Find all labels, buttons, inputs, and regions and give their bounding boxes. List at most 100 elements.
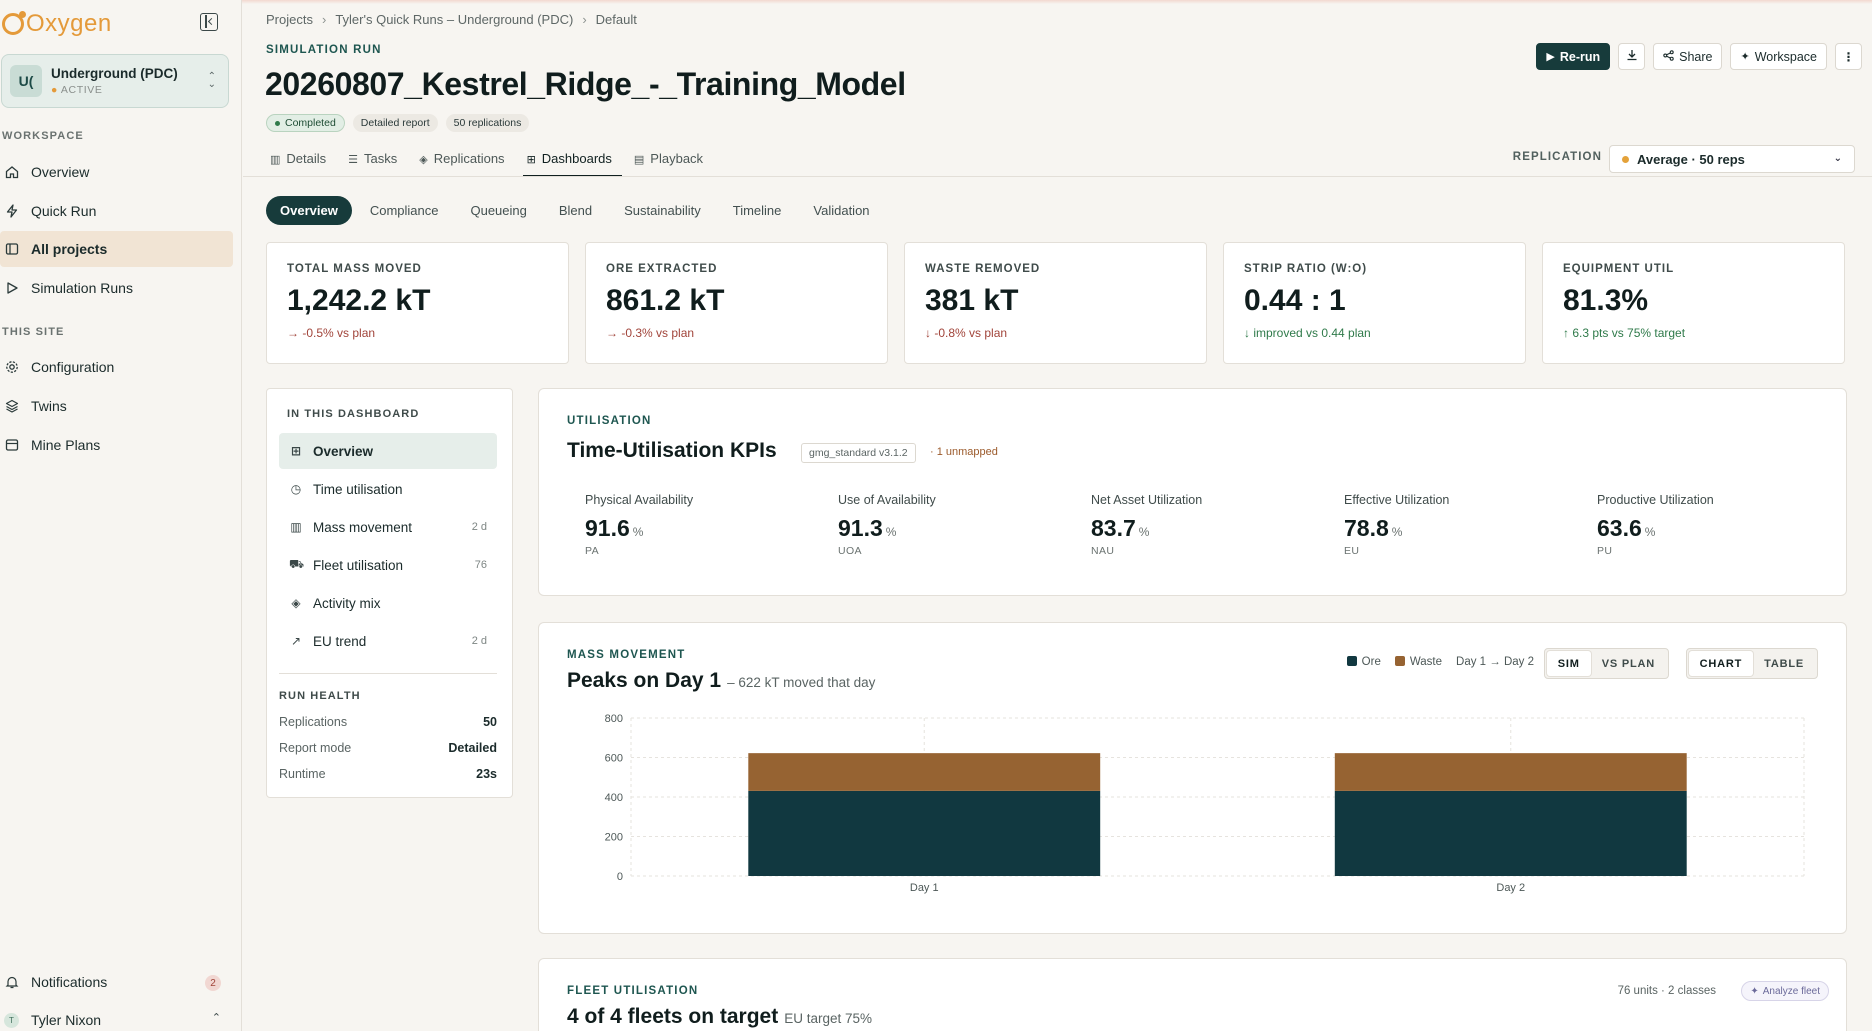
sidebar-item-configuration[interactable]: Configuration (0, 349, 233, 385)
workspace-button[interactable]: ✦ Workspace (1730, 43, 1827, 70)
kpi-label: TOTAL MASS MOVED (287, 263, 422, 275)
kpi-value: 861.2 kT (606, 284, 725, 317)
run-health-title: RUN HEALTH (279, 690, 361, 702)
collapse-sidebar-icon[interactable] (200, 13, 218, 31)
chart-table-toggle: CHART TABLE (1685, 648, 1818, 679)
bar-chart-icon: ▥ (270, 154, 281, 166)
mass-movement-card: MASS MOVEMENT Peaks on Day 1– 622 kT mov… (538, 622, 1847, 934)
card-title: Peaks on Day 1– 622 kT moved that day (567, 669, 876, 692)
sidebar-item-label: Twins (31, 398, 67, 414)
rerun-button[interactable]: ▶ Re-run (1536, 43, 1611, 70)
subtab-compliance[interactable]: Compliance (369, 203, 439, 218)
tab-tasks[interactable]: ☰ Tasks (348, 151, 398, 166)
sidebar-item-label: Configuration (31, 359, 115, 375)
sparkle-icon: ✦ (1750, 985, 1759, 997)
replication-dot (1622, 155, 1629, 163)
checklist-icon: ☰ (348, 154, 359, 166)
sidebar-item-label: All projects (31, 241, 108, 257)
sim-button[interactable]: SIM (1546, 651, 1591, 676)
share-button[interactable]: Share (1653, 43, 1723, 70)
sidebar-item-label: Mine Plans (31, 437, 101, 453)
workspace-status: ● ACTIVE (51, 84, 103, 96)
x-tick-label: Day 1 (910, 882, 939, 894)
play-icon (4, 280, 20, 296)
layers-icon: ◈ (291, 596, 301, 610)
play-icon: ▶ (1546, 51, 1555, 63)
subtab-queueing[interactable]: Queueing (470, 203, 527, 218)
sidebar-item-mine-plans[interactable]: Mine Plans (0, 427, 233, 463)
y-tick-label: 400 (605, 792, 623, 804)
tabs-divider (243, 176, 1872, 177)
mass-movement-chart: 0 200 400 600 800 Day 1 Day 2 (605, 713, 1805, 894)
toc-item-overview[interactable]: ⊞ Overview (279, 433, 497, 469)
app-logo[interactable]: Oxygen (2, 10, 112, 38)
dashboard-toc: IN THIS DASHBOARD ⊞ Overview ◷ Time utilis… (266, 388, 513, 798)
toc-item-activity-mix[interactable]: ◈ Activity mix (279, 585, 497, 621)
sidebar-item-twins[interactable]: Twins (0, 388, 233, 424)
chevron-up-icon: ⌃ (211, 1012, 221, 1024)
tab-replications[interactable]: ◈ Replications (419, 151, 505, 166)
kpi-value: 1,242.2 kT (287, 284, 431, 317)
film-icon: ▤ (633, 154, 645, 166)
metric-pa: Physical Availability 91.6% PA (585, 493, 694, 557)
tab-dashboards[interactable]: ⊞ Dashboards (522, 147, 622, 177)
health-row: Replications 50 (279, 715, 497, 729)
kpi-card: STRIP RATIO (W:O) 0.44 : 1 ↓ improved vs… (1223, 242, 1526, 364)
kpi-delta: → -0.3% vs plan (606, 326, 695, 340)
sidebar-item-label: Overview (31, 164, 90, 180)
subtab-validation[interactable]: Validation (813, 203, 870, 218)
sidebar-item-label: Simulation Runs (31, 280, 133, 296)
replication-select[interactable]: Average · 50 reps ⌄ (1609, 145, 1855, 173)
subtab-timeline[interactable]: Timeline (732, 203, 782, 218)
breadcrumb-projects[interactable]: Projects (266, 12, 313, 27)
section-label-workspace: WORKSPACE (2, 130, 84, 142)
chevron-updown-icon: ⌃ ⌄ (207, 71, 216, 90)
workspace-switcher[interactable]: U( Underground (PDC) ● ACTIVE ⌃ ⌄ (1, 54, 229, 108)
y-tick-label: 0 (617, 871, 623, 883)
breadcrumb-project[interactable]: Tyler's Quick Runs – Underground (PDC) (335, 12, 574, 27)
card-subtitle: EU target 75% (784, 1011, 873, 1026)
subtab-overview[interactable]: Overview (266, 196, 352, 225)
bar-waste-day-2 (1334, 753, 1687, 791)
subtab-blend[interactable]: Blend (558, 203, 593, 218)
analyze-fleet-button[interactable]: ✦ Analyze fleet (1741, 981, 1829, 1001)
card-eyebrow: FLEET UTILISATION (567, 985, 699, 997)
download-button[interactable] (1618, 43, 1646, 70)
kpi-card: ORE EXTRACTED 861.2 kT → -0.3% vs plan (585, 242, 888, 364)
logo-text: Oxygen (26, 10, 112, 37)
toc-item-fleet-utilisation[interactable]: ⛟ Fleet utilisation 76 (289, 557, 487, 573)
chart-button[interactable]: CHART (1688, 651, 1754, 676)
bolt-icon (4, 203, 20, 219)
health-row: Runtime 23s (279, 767, 497, 781)
kpi-label: WASTE REMOVED (925, 263, 1041, 275)
tab-details[interactable]: ▥ Details (270, 151, 327, 166)
truck-icon: ⛟ (289, 557, 305, 571)
subtab-sustainability[interactable]: Sustainability (624, 203, 701, 218)
sidebar-item-simulation-runs[interactable]: Simulation Runs (0, 270, 233, 306)
divider (279, 673, 497, 674)
page-title: 20260807_Kestrel_Ridge_-_Training_Model (265, 66, 906, 102)
tab-playback[interactable]: ▤ Playback (633, 151, 704, 166)
bar-waste-day-1 (748, 753, 1101, 791)
main-content: Projects › Tyler's Quick Runs – Undergro… (243, 0, 1872, 1031)
toc-item-eu-trend[interactable]: ↗ EU trend 2 d (290, 633, 487, 649)
kpi-card: EQUIPMENT UTIL 81.3% ↑ 6.3 pts vs 75% ta… (1542, 242, 1845, 364)
sidebar-item-all-projects[interactable]: All projects (0, 231, 233, 267)
chevron-right-icon: › (582, 12, 587, 27)
metric-uoa: Use of Availability 91.3% UOA (838, 493, 936, 557)
y-tick-label: 800 (605, 713, 623, 725)
user-menu[interactable]: T Tyler Nixon ⌃ (0, 1002, 233, 1031)
metric-nau: Net Asset Utilization 83.7% NAU (1091, 493, 1203, 557)
toc-item-mass-movement[interactable]: ▥ Mass movement 2 d (290, 519, 487, 535)
unmapped-note: · 1 unmapped (930, 446, 998, 458)
card-eyebrow: MASS MOVEMENT (567, 649, 686, 661)
table-button[interactable]: TABLE (1764, 657, 1804, 670)
sidebar-item-notifications[interactable]: Notifications 2 (0, 964, 233, 1000)
sidebar-item-quick-run[interactable]: Quick Run (0, 193, 233, 229)
kpi-value: 81.3% (1563, 284, 1649, 317)
replications-badge: 50 replications (445, 114, 530, 132)
more-options-button[interactable]: ⋮ (1835, 43, 1862, 70)
toc-item-time-utilisation[interactable]: ◷ Time utilisation (290, 481, 403, 497)
sidebar-item-overview[interactable]: Overview (0, 154, 233, 190)
vs-plan-button[interactable]: VS PLAN (1601, 657, 1655, 670)
